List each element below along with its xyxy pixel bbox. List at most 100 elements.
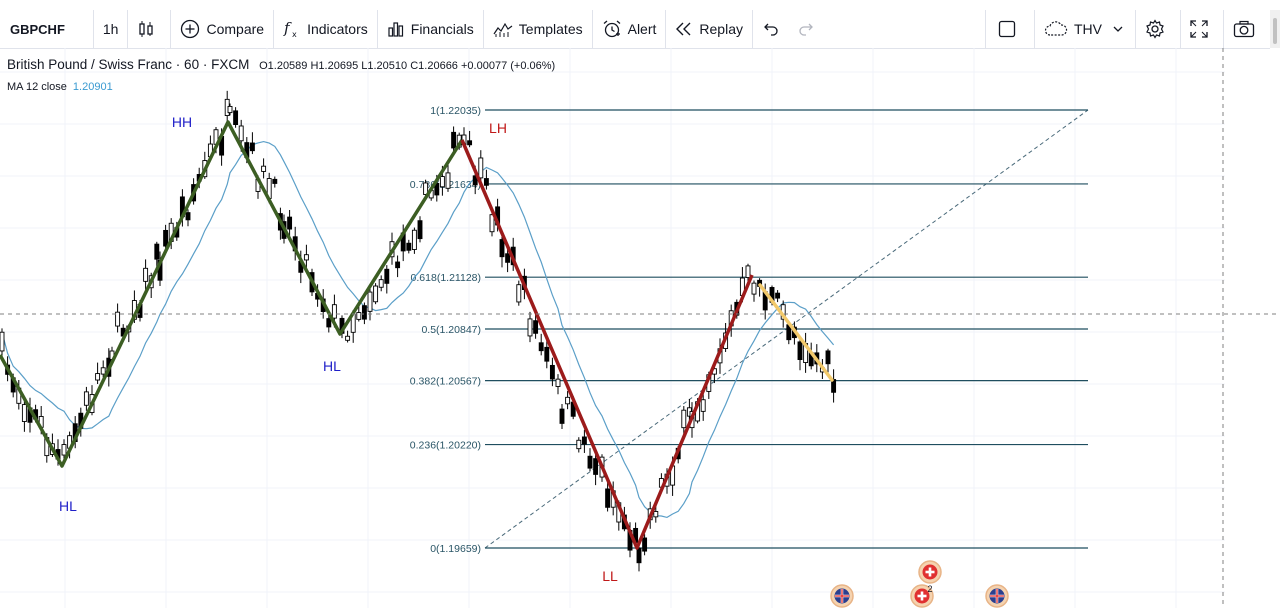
svg-text:x: x	[292, 30, 297, 39]
candle-up	[700, 399, 706, 412]
fib-level-label: 0(1.19659)	[430, 543, 481, 555]
structure-label: HH	[172, 114, 192, 130]
candle-down	[538, 342, 544, 352]
ma-label: MA 12 close	[7, 81, 67, 93]
candle-down	[154, 243, 160, 260]
alert-button[interactable]: Alert	[593, 10, 666, 48]
camera-icon	[1233, 20, 1255, 38]
candle-down	[499, 239, 505, 258]
candle-up	[83, 391, 89, 406]
bearish-structure-line	[460, 139, 754, 550]
structure-label: LL	[602, 568, 618, 584]
candle-down	[434, 183, 440, 196]
candle-down	[233, 110, 239, 125]
change-value: +0.00077 (+0.06%)	[461, 60, 556, 72]
candle-down	[533, 320, 539, 334]
templates-icon	[493, 22, 513, 37]
candle-down	[361, 305, 367, 320]
candle-up	[261, 165, 267, 172]
candle-up	[373, 285, 379, 303]
alert-label: Alert	[627, 21, 657, 37]
zigzag-drawings[interactable]	[0, 120, 834, 550]
interval-button[interactable]: 1h	[102, 21, 119, 37]
candle-up	[227, 105, 233, 114]
candle-up	[653, 511, 659, 518]
snapshot-button[interactable]	[1224, 10, 1270, 48]
candle-up	[565, 396, 571, 405]
toolbar-divider	[752, 10, 753, 48]
fib-level-label: 0.5(1.20847)	[421, 324, 481, 336]
event-count-badge: 2	[927, 584, 932, 594]
candle-down	[505, 253, 511, 263]
bar-chart-icon	[388, 22, 403, 37]
replay-button[interactable]: Replay	[666, 10, 752, 48]
moving-average	[1, 140, 835, 519]
ma-line	[1, 140, 835, 519]
candle-down	[642, 537, 648, 552]
toolbar-divider	[1223, 10, 1224, 48]
toolbar-divider	[273, 10, 275, 48]
candle-down	[163, 229, 169, 247]
candle-up	[95, 373, 101, 381]
candle-up	[751, 282, 757, 295]
symbol-title: British Pound / Swiss Franc · 60 · FXCM	[7, 57, 250, 72]
candle-up	[681, 409, 687, 429]
undo-icon	[764, 23, 778, 36]
scrollbar-thumb[interactable]	[1273, 18, 1277, 44]
candle-up	[238, 125, 244, 142]
undo-button[interactable]	[753, 10, 795, 48]
candle-down	[797, 341, 803, 361]
candle-up	[439, 176, 445, 188]
toolbar-divider	[127, 10, 129, 48]
ohlc-values: O1.20589 H1.20695 L1.20510 C1.20666 +0.0…	[259, 60, 555, 72]
toolbar-divider	[665, 10, 667, 48]
candle-up	[411, 229, 417, 250]
candle-down	[272, 178, 278, 184]
structure-label: LH	[489, 120, 507, 136]
candle-down	[326, 318, 332, 328]
toolbar-divider	[482, 10, 484, 48]
structure-label: HL	[59, 498, 77, 514]
candle-down	[472, 175, 478, 186]
candle-down	[249, 142, 255, 152]
fib-level-label: 1(1.22035)	[430, 105, 481, 117]
candle-down	[825, 350, 831, 365]
swiss-flag-cross	[925, 570, 935, 574]
candles-icon	[139, 21, 154, 37]
candle-down	[384, 268, 390, 284]
fullscreen-button[interactable]	[1181, 10, 1223, 48]
candle-down	[467, 140, 473, 146]
alarm-clock-icon	[603, 20, 621, 38]
top-border	[0, 0, 1280, 10]
candle-up	[303, 254, 309, 261]
candle-up	[115, 311, 121, 327]
fib-level-label: 0.382(1.20567)	[410, 376, 481, 388]
plus-circle-icon	[181, 19, 200, 39]
symbol-search[interactable]: GBPCHF	[10, 21, 65, 37]
candle-up	[745, 265, 751, 279]
gear-icon	[1146, 19, 1164, 39]
candle-up	[489, 214, 495, 233]
candle-up	[478, 157, 484, 179]
toolbar-divider	[985, 10, 986, 48]
fib-level-label: 0.618(1.21128)	[411, 272, 481, 284]
cloud-icon	[1044, 21, 1068, 36]
save-layout-button[interactable]: THV	[1035, 10, 1135, 48]
ma-value: 1.20901	[72, 81, 113, 93]
economic-events[interactable]: 2	[830, 560, 1009, 608]
candle-down	[636, 547, 642, 564]
chart-type-button[interactable]	[128, 10, 170, 48]
compare-button[interactable]: Compare	[171, 10, 273, 48]
layout-select-button[interactable]	[986, 10, 1034, 48]
financials-button[interactable]: Financials	[378, 10, 483, 48]
toolbar-divider	[1034, 10, 1035, 48]
candle-down	[417, 220, 423, 240]
candle-down	[775, 292, 781, 299]
rewind-icon	[676, 22, 691, 36]
templates-button[interactable]: Templates	[484, 10, 592, 48]
settings-button[interactable]	[1136, 10, 1180, 48]
redo-button[interactable]	[795, 10, 830, 48]
